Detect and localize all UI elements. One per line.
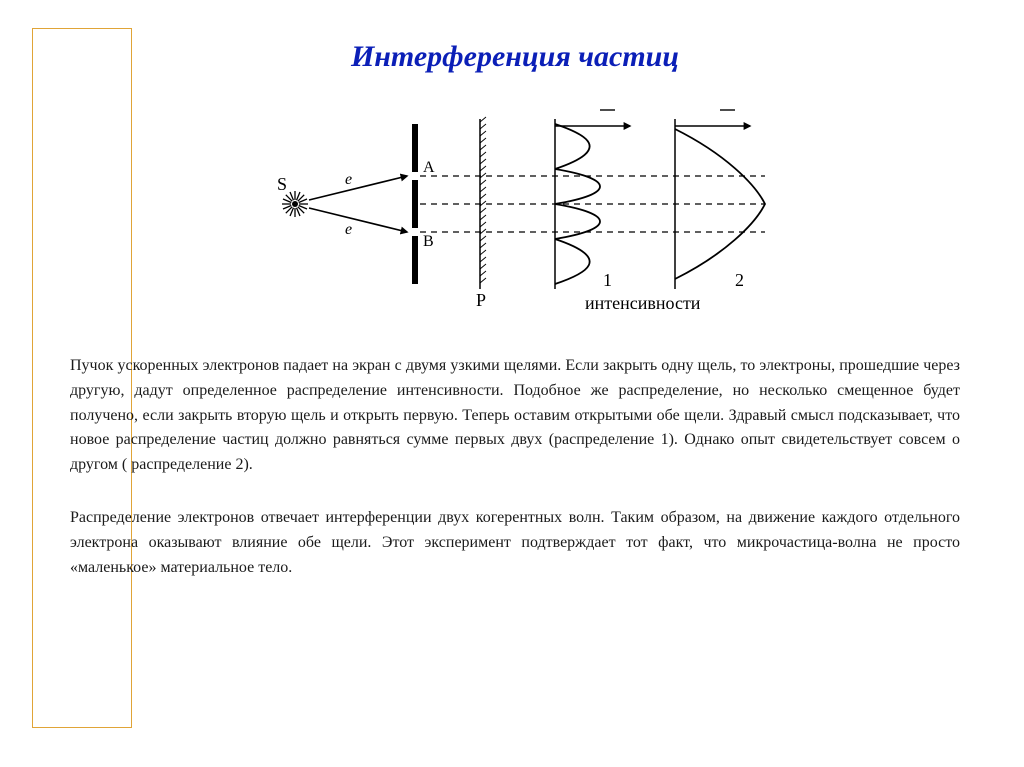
svg-text:P: P: [476, 290, 486, 310]
svg-text:e: e: [345, 221, 352, 238]
paragraph-2: Распределение электронов отвечает интерф…: [70, 506, 960, 580]
svg-text:A: A: [423, 159, 435, 176]
paragraph-1: Пучок ускоренных электронов падает на эк…: [70, 354, 960, 478]
svg-text:B: B: [423, 233, 434, 250]
svg-text:1: 1: [603, 270, 612, 290]
interference-diagram: Se e A B P 1 2 интенсивности: [255, 94, 775, 324]
slide-content: Интерференция частиц Se e A B P 1 2 интенсивнос…: [70, 40, 960, 608]
svg-text:2: 2: [735, 270, 744, 290]
svg-text:S: S: [277, 174, 287, 194]
svg-text:e: e: [345, 171, 352, 188]
slide-title: Интерференция частиц: [70, 40, 960, 74]
diagram-container: Se e A B P 1 2 интенсивности: [70, 94, 960, 324]
svg-text:интенсивности: интенсивности: [585, 293, 701, 313]
